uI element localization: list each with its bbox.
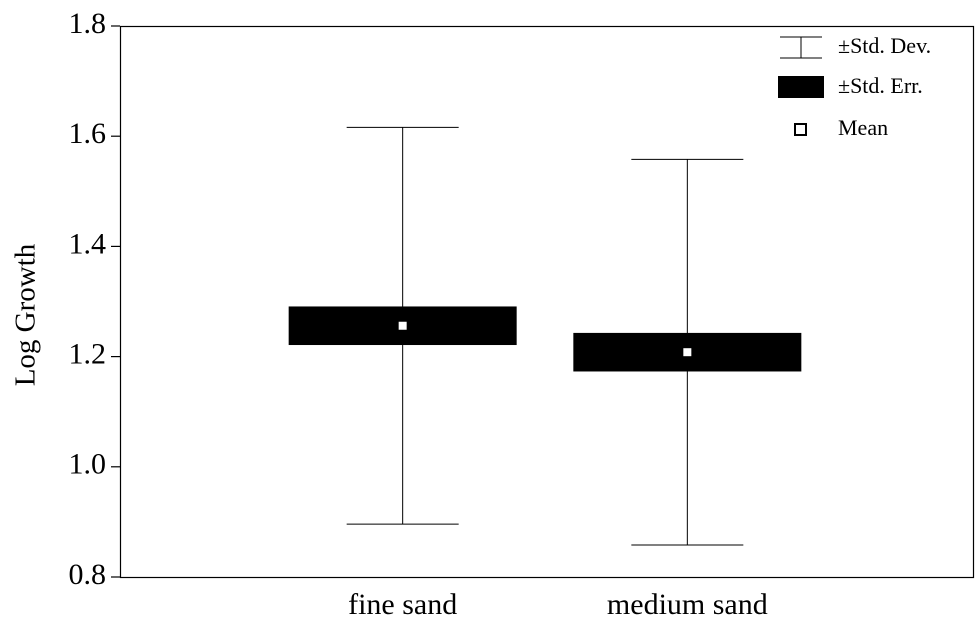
x-tick-label: medium sand bbox=[607, 588, 768, 621]
y-tick-label: 1.2 bbox=[69, 337, 107, 370]
legend-sd-label: ±Std. Dev. bbox=[838, 33, 931, 58]
legend-mean-label: Mean bbox=[838, 115, 888, 140]
legend-se-icon bbox=[778, 76, 824, 98]
y-tick-label: 1.6 bbox=[69, 117, 107, 150]
y-tick-label: 1.8 bbox=[69, 7, 107, 40]
plot-frame bbox=[119, 25, 975, 579]
y-tick-label: 1.0 bbox=[69, 448, 107, 481]
legend: ±Std. Dev. ±Std. Err. Mean bbox=[778, 33, 931, 140]
y-axis-label: Log Growth bbox=[10, 243, 42, 386]
mean-point bbox=[683, 348, 692, 357]
mean-point bbox=[398, 321, 407, 330]
legend-mean-icon bbox=[794, 123, 807, 136]
y-tick-label: 0.8 bbox=[69, 558, 107, 591]
x-tick-label: fine sand bbox=[348, 588, 457, 621]
legend-se-label: ±Std. Err. bbox=[838, 73, 923, 98]
y-tick-label: 1.4 bbox=[69, 227, 107, 260]
